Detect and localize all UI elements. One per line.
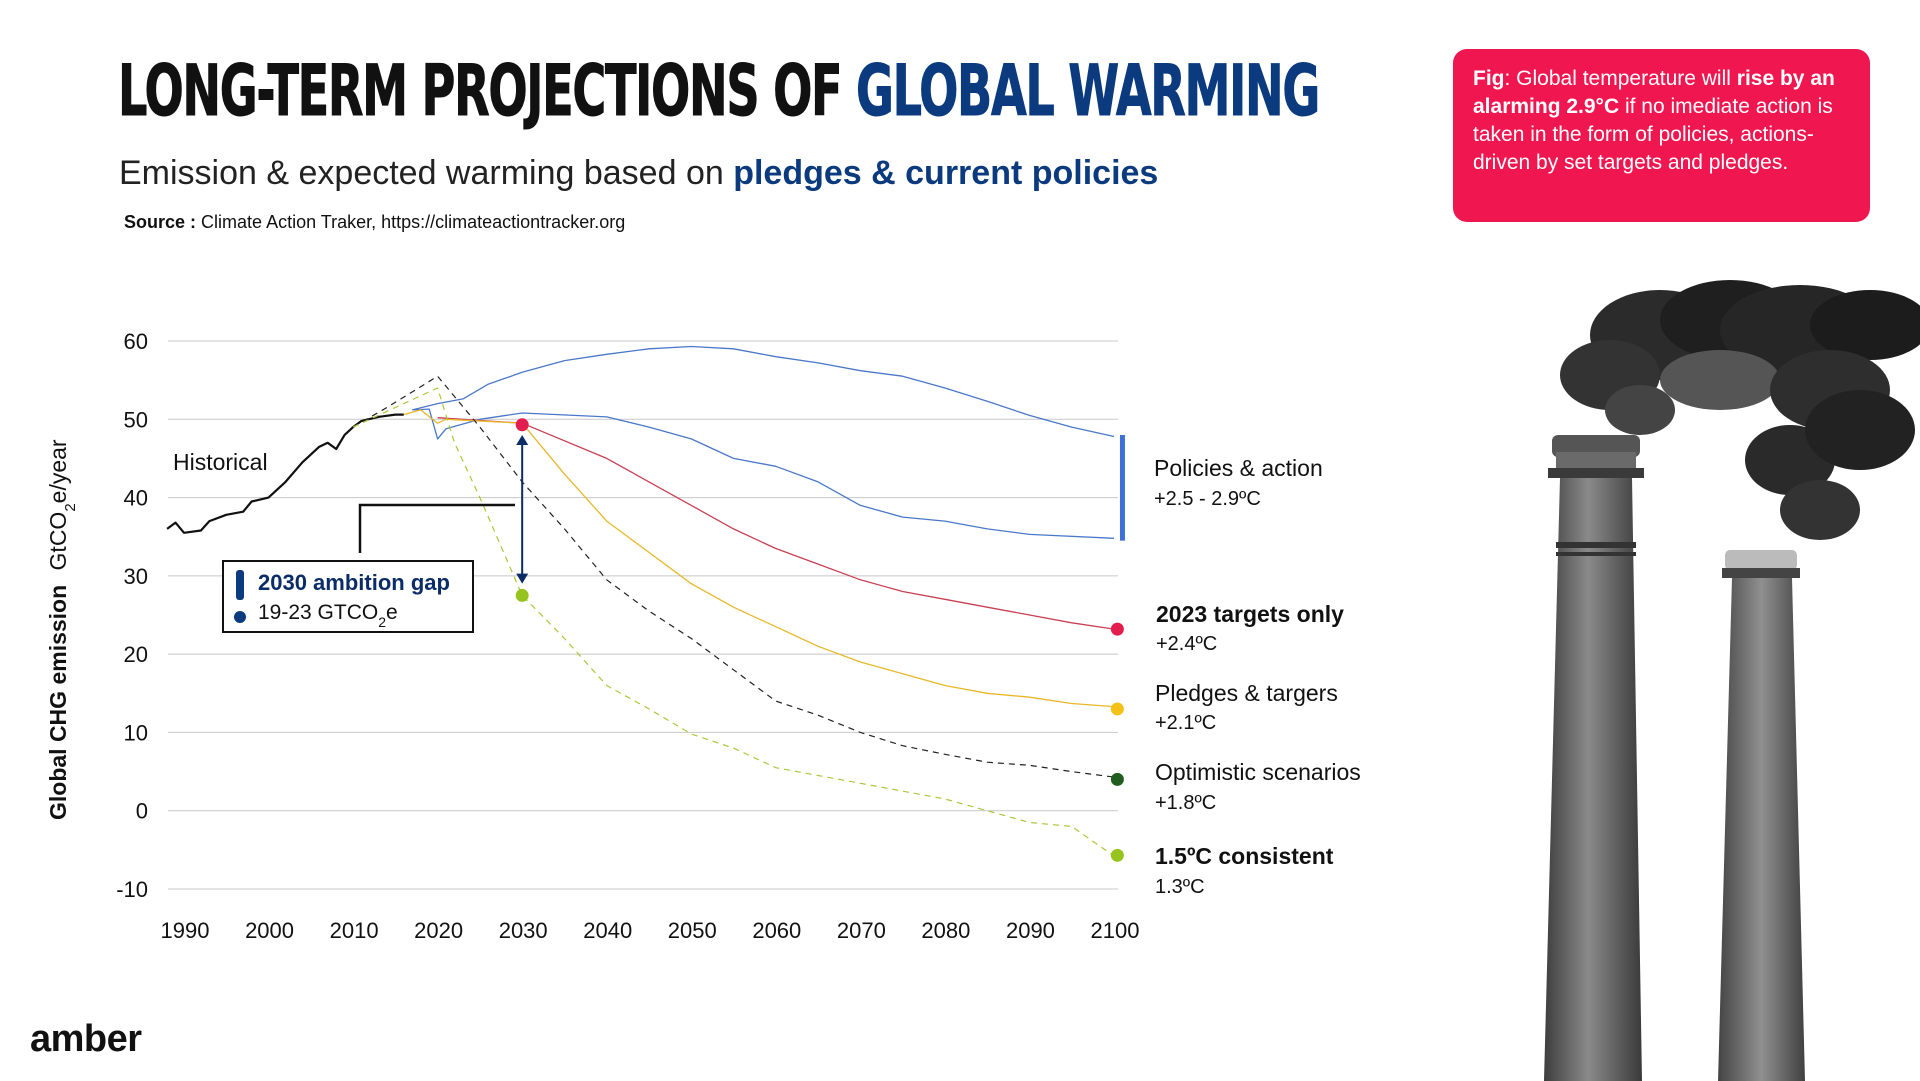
series-line-targets_2023 xyxy=(437,417,1115,630)
title-part-1: LONG-TERM PROJECTIONS OF xyxy=(118,50,843,133)
subtitle-highlight: pledges & current policies xyxy=(733,154,1159,192)
legend-label: Optimistic scenarios xyxy=(1155,759,1361,785)
gap-connector xyxy=(358,503,515,553)
x-tick-label: 2070 xyxy=(837,918,886,943)
y-axis-label: Global CHG emission GtCO2e/year xyxy=(45,439,79,820)
arrow-head-up xyxy=(516,434,529,445)
brand-logo: amber xyxy=(30,1018,142,1060)
callout-bold-text: rise by an alarming 2.9°C xyxy=(1473,67,1835,118)
legend-value: +1.8ºC xyxy=(1155,792,1216,814)
title-part-2: GLOBAL WARMING xyxy=(856,50,1321,133)
series-marker xyxy=(515,588,529,602)
y-tick-label: 60 xyxy=(124,329,148,354)
chart-grid xyxy=(168,340,1118,890)
x-tick-label: 2090 xyxy=(1006,918,1055,943)
ambition-gap-box xyxy=(222,560,474,633)
legend-value: +2.1ºC xyxy=(1155,712,1216,734)
source-label: Source : xyxy=(124,212,197,232)
legend-label: Pledges & targers xyxy=(1155,680,1338,706)
callout-text-2: if no imediate action is taken in the fo… xyxy=(1473,95,1833,174)
series-marker xyxy=(1110,848,1124,862)
y-tick-label: 30 xyxy=(124,564,148,589)
y-axis-label-end: e/year xyxy=(45,439,71,503)
y-axis-label-unit: GtCO xyxy=(45,512,71,571)
x-tick-label: 2040 xyxy=(583,918,632,943)
subtitle-part-1: Emission & expected warming based on xyxy=(119,154,724,192)
marker-group xyxy=(515,418,1124,862)
callout-fig-label: Fig xyxy=(1473,67,1505,90)
series-line-policies_upper xyxy=(412,345,1115,438)
x-tick-label: 2000 xyxy=(245,918,294,943)
gap-range-main: 19-23 GTCO xyxy=(258,601,378,624)
series-marker xyxy=(1110,702,1124,716)
x-tick-label: 1990 xyxy=(161,918,210,943)
legend-value: 1.3ºC xyxy=(1155,876,1205,898)
callout-text-1: : Global temperature will xyxy=(1504,67,1731,90)
historical-label: Historical xyxy=(173,449,268,475)
chart-legend: Policies & action +2.5 - 2.9ºC 2023 target… xyxy=(1154,455,1361,898)
y-axis-ticks: 60 50 40 30 20 10 0 -10 xyxy=(116,329,148,902)
left-chimney xyxy=(1544,435,1644,1081)
series-line-historical xyxy=(166,413,404,534)
gap-range-sub: 2 xyxy=(378,614,386,630)
series-line-optimistic xyxy=(352,375,1115,778)
y-tick-label: 40 xyxy=(124,486,148,511)
gap-range-suffix: e xyxy=(386,601,398,624)
y-tick-label: 0 xyxy=(136,799,148,824)
legend-label: Policies & action xyxy=(1154,455,1323,481)
smokestacks-illustration xyxy=(1544,280,1920,1081)
arrow-head-down xyxy=(516,573,529,584)
fig-callout: Fig: Global temperature will rise by an … xyxy=(1453,49,1870,222)
y-tick-label: -10 xyxy=(116,877,148,902)
series-line-consistent xyxy=(352,387,1115,857)
y-axis-label-sub: 2 xyxy=(62,503,79,511)
series-marker xyxy=(1110,622,1124,636)
y-tick-label: 20 xyxy=(124,642,148,667)
series-group xyxy=(166,345,1125,857)
x-tick-label: 2050 xyxy=(668,918,717,943)
y-tick-label: 50 xyxy=(124,407,148,432)
x-tick-label: 2020 xyxy=(414,918,463,943)
x-tick-label: 2030 xyxy=(499,918,548,943)
exclamation-icon xyxy=(234,570,246,623)
right-chimney xyxy=(1718,550,1805,1081)
x-tick-label: 2010 xyxy=(330,918,379,943)
ambition-gap-range: 19-23 GTCO2e xyxy=(258,601,398,630)
source-line: Source : Climate Action Traker, https://… xyxy=(124,212,625,233)
x-tick-label: 2080 xyxy=(921,918,970,943)
ambition-gap-title: 2030 ambition gap xyxy=(258,570,450,595)
source-text: Climate Action Traker, https://climateac… xyxy=(201,212,626,232)
x-tick-label: 2100 xyxy=(1091,918,1140,943)
legend-label: 1.5ºC consistent xyxy=(1155,843,1334,869)
legend-label: 2023 targets only xyxy=(1156,601,1344,627)
legend-value: +2.5 - 2.9ºC xyxy=(1154,488,1261,510)
x-axis-ticks: 1990 2000 2010 2020 2030 2040 2050 2060 2070 2080… xyxy=(161,918,1140,943)
page-title: LONG-TERM PROJECTIONS OF GLOBAL WARMING xyxy=(118,50,1321,133)
series-line-policies_lower xyxy=(412,408,1115,539)
y-axis-label-main: Global CHG emission xyxy=(45,585,71,820)
x-tick-label: 2060 xyxy=(752,918,801,943)
series-line-pledges xyxy=(403,409,1115,708)
smoke-cloud xyxy=(1560,280,1920,540)
series-marker xyxy=(1110,772,1124,786)
y-tick-label: 10 xyxy=(124,720,148,745)
subtitle: Emission & expected warming based on ple… xyxy=(119,154,1158,193)
legend-value: +2.4ºC xyxy=(1156,633,1217,655)
series-marker xyxy=(515,418,529,432)
